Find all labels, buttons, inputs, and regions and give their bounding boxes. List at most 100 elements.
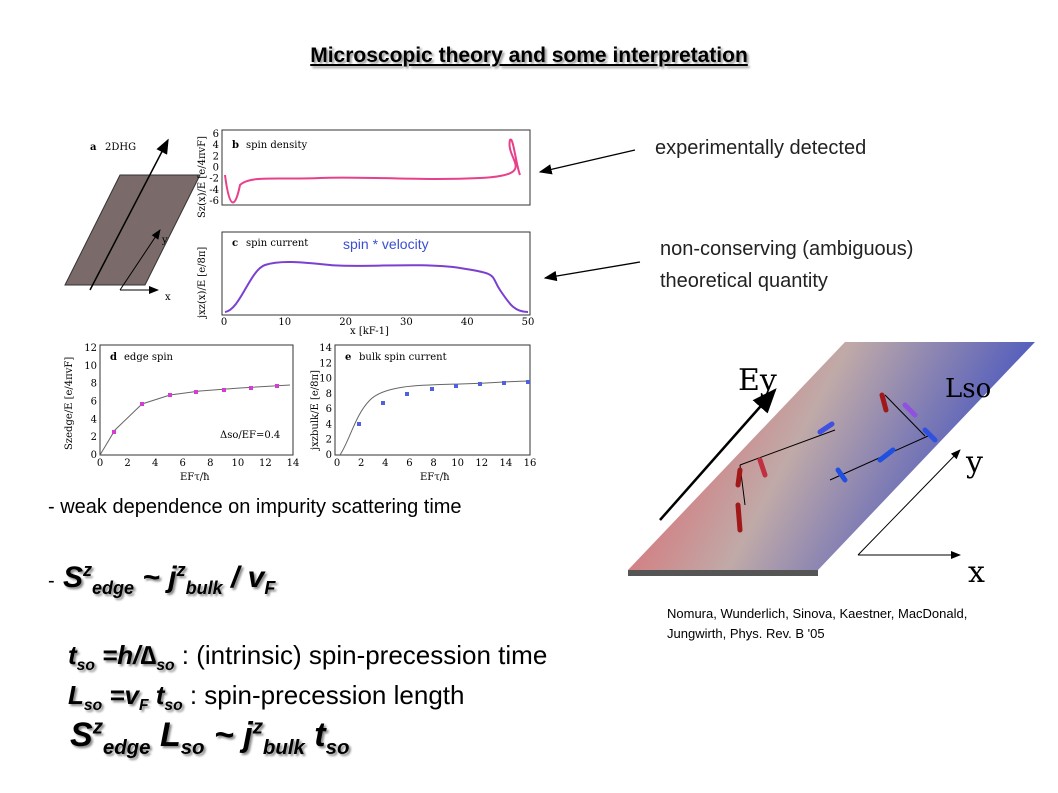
plot-box: [99, 344, 294, 456]
tick-label: 4: [91, 414, 97, 425]
label: x: [968, 555, 985, 590]
tick-label: 2: [213, 151, 219, 162]
subscript: bulk: [262, 736, 305, 759]
axis: [119, 229, 161, 291]
formula-part: L: [68, 680, 84, 710]
tick-label: 10: [84, 361, 97, 372]
axis-label: Szedge/E [e/4πvF]: [64, 357, 75, 450]
axis-label: jxzbulk/E [e/8π]: [310, 370, 321, 451]
formula-part: t: [314, 716, 326, 754]
label: Lso: [945, 374, 991, 404]
tick-label: 2: [358, 458, 364, 469]
bullet: - weak dependence on impurity scattering…: [48, 496, 462, 518]
tick-label: 10: [451, 458, 464, 469]
tick-label: 0: [91, 450, 97, 461]
label: x: [165, 292, 171, 303]
formula-part: ~ j: [213, 716, 253, 754]
tick-label: 6: [180, 458, 186, 469]
sample: [64, 174, 201, 286]
tick-label: 6: [406, 458, 412, 469]
tick-label: 0: [326, 450, 332, 461]
formula-text: : (intrinsic) spin-precession time: [181, 640, 548, 670]
title: Microscopic theory and some interpretati…: [310, 44, 748, 67]
tick-label: 14: [500, 458, 513, 469]
tick-label: 6: [91, 397, 97, 408]
formula-part: ~ j: [142, 561, 177, 594]
axis-label: x [kF-1]: [350, 326, 389, 337]
tick-label: -4: [209, 185, 219, 196]
tick-label: 20: [339, 317, 352, 328]
tick-label: 8: [207, 458, 213, 469]
label: 2DHG: [105, 142, 136, 153]
dash: -: [48, 570, 55, 592]
tick-label: 0: [221, 317, 227, 328]
plot-box: [221, 129, 531, 206]
tick-label: -6: [209, 196, 219, 207]
tick-label: -2: [209, 174, 219, 185]
formula-part: S: [70, 716, 93, 754]
tick-label: 10: [319, 374, 332, 385]
tick-label: 0: [97, 458, 103, 469]
subscript: so: [180, 736, 205, 759]
label: d: [110, 352, 117, 363]
subscript: so: [156, 657, 175, 675]
tick-label: 8: [326, 389, 332, 400]
label: bulk spin current: [359, 352, 447, 363]
tick-label: 0: [334, 458, 340, 469]
curve: [339, 380, 531, 456]
tick-label: 8: [91, 379, 97, 390]
tick-label: 2: [124, 458, 130, 469]
tick-label: 6: [326, 404, 332, 415]
axis-label: jxz(x)/E [e/8π]: [197, 247, 208, 319]
citation-line: Nomura, Wunderlich, Sinova, Kaestner, Ma…: [667, 606, 968, 621]
tick-label: 4: [213, 140, 219, 151]
tick-label: 12: [475, 458, 488, 469]
citation: Nomura, Wunderlich, Sinova, Kaestner, Ma…: [667, 604, 967, 644]
tick-label: 0: [213, 163, 219, 174]
tick-label: 6: [213, 129, 219, 140]
superscript: z: [92, 716, 103, 739]
tick-label: 14: [319, 343, 332, 354]
formula-part: / v: [230, 561, 265, 594]
plot-box: [221, 231, 531, 316]
formula: Lso =vF tso: [68, 680, 190, 714]
label: b: [232, 140, 239, 151]
tick-label: 2: [91, 432, 97, 443]
label: y: [161, 235, 168, 246]
annotation: theoretical quantity: [660, 270, 828, 292]
superscript: z: [252, 716, 263, 739]
tick-label: 4: [152, 458, 158, 469]
tick-label: 40: [461, 317, 474, 328]
tick-label: 14: [287, 458, 300, 469]
axis-label: Sz(x)/E [e/4πvF]: [197, 136, 208, 218]
arrow: [659, 388, 777, 521]
path: [739, 394, 929, 506]
axis-label: EFτ/ħ: [420, 472, 450, 483]
annotation: spin * velocity: [343, 236, 429, 252]
plot-box: [334, 344, 531, 456]
arrow: [543, 261, 641, 282]
subscript: edge: [92, 578, 135, 598]
superscript: z: [176, 560, 186, 580]
formula-part: =v: [109, 680, 139, 710]
axis-label: EFτ/ħ: [180, 472, 210, 483]
sample-edge: [628, 570, 818, 576]
subscript: so: [76, 657, 95, 675]
label: Ey: [738, 363, 777, 398]
formula-part: t: [68, 640, 77, 670]
annotation: experimentally detected: [655, 137, 867, 159]
sample: [628, 342, 1035, 570]
subscript: so: [164, 697, 183, 715]
tick-label: 50: [522, 317, 535, 328]
label: y: [965, 445, 983, 480]
annotation: non-conserving (ambiguous): [660, 238, 914, 260]
label: e: [345, 352, 351, 363]
formula: Szedge Lso ~ jzbulk tso: [70, 716, 349, 759]
subscript: F: [264, 578, 276, 598]
citation-line: Jungwirth, Phys. Rev. B '05: [667, 626, 825, 641]
subscript: F: [138, 697, 149, 715]
arrow: [538, 149, 636, 175]
label: spin density: [246, 140, 307, 151]
curve: [99, 384, 291, 456]
